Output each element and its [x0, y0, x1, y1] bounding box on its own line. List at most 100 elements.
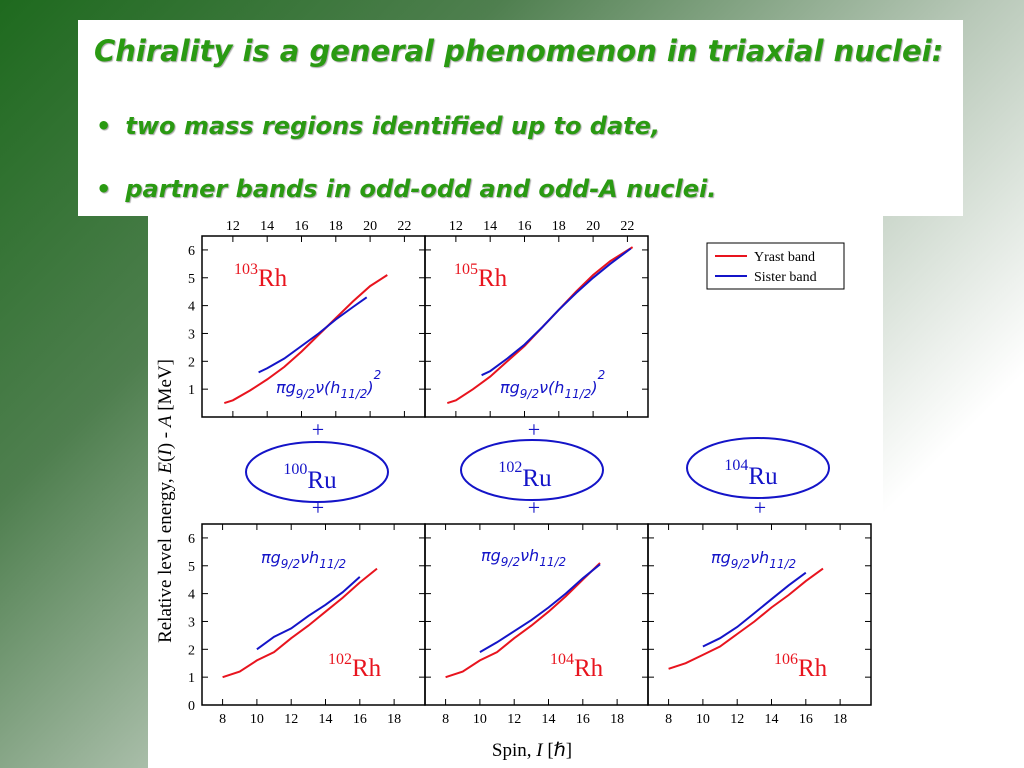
x-tick-label: 8 [219, 712, 226, 727]
core-symbol: Ru [748, 463, 778, 490]
y-tick-label: 2 [188, 643, 195, 658]
y-axis-label-part: [MeV] [155, 359, 176, 415]
sister-band-line [258, 296, 368, 374]
legend-box [706, 242, 845, 290]
nucleus-symbol: Rh [574, 655, 604, 682]
x-axis-label-part: I [535, 740, 544, 761]
configuration-part: ) [590, 378, 597, 397]
yrast-band-line [223, 274, 388, 405]
x-tick-label: 10 [473, 712, 487, 727]
x-tick-label: 18 [552, 219, 566, 234]
x-tick-label: 16 [517, 219, 531, 234]
core-symbol: Ru [307, 467, 337, 494]
x-tick-label: 16 [799, 712, 813, 727]
y-tick-label: 1 [188, 383, 195, 398]
y-tick-label: 4 [188, 588, 195, 603]
configuration-part: 11/2 [340, 387, 367, 401]
configuration-part: 2 [374, 368, 382, 382]
y-tick-label: 6 [188, 532, 195, 547]
y-axis-label-part: ( [155, 456, 176, 462]
x-tick-label: 16 [294, 219, 308, 234]
configuration-part: ) [366, 378, 373, 397]
configuration-part: 11/2 [564, 387, 591, 401]
x-tick-label: 10 [250, 712, 264, 727]
x-tick-label: 14 [542, 712, 556, 727]
core-ellipse [686, 437, 830, 499]
core-label: 100Ru [283, 461, 337, 494]
sister-band-line [481, 247, 632, 377]
x-tick-label: 10 [696, 712, 710, 727]
plus-sign: + [312, 495, 324, 520]
x-tick-label: 20 [363, 219, 377, 234]
core-ellipse [460, 439, 604, 501]
configuration-part: πg [276, 378, 296, 397]
x-tick-label: 12 [449, 219, 463, 234]
configuration-label: πg9/2ν(h11/2)2 [276, 368, 381, 401]
y-tick-label: 6 [188, 244, 195, 259]
nucleus-label: 102Rh [328, 651, 382, 682]
legend-sister-label: Sister band [754, 270, 817, 285]
bullet-dot-icon: • [96, 112, 112, 140]
nucleus-label: 104Rh [550, 651, 604, 682]
x-tick-label: 14 [319, 712, 333, 727]
nucleus-symbol: Rh [478, 265, 508, 292]
legend-yrast-label: Yrast band [754, 250, 815, 265]
bullet-dot-icon: • [96, 175, 112, 203]
y-axis-label-part: ) - [155, 427, 176, 449]
y-tick-label: 2 [188, 355, 195, 370]
core-label: 104Ru [724, 457, 778, 490]
core-104ru: 104Ru [686, 437, 830, 499]
plot-panel-104rh: 8 10 12 14 16 18 104Rh πg9/2νh11/2 [424, 523, 649, 727]
configuration-part: 11/2 [539, 555, 566, 569]
plot-frame [424, 235, 649, 418]
x-tick-label: 20 [586, 219, 600, 234]
nucleus-mass: 105 [454, 261, 478, 278]
plot-frame [647, 523, 872, 706]
y-axis-label-part: Relative level energy, [155, 474, 176, 643]
y-tick-label: 4 [188, 300, 195, 315]
x-tick-label: 22 [620, 219, 634, 234]
legend: Yrast band Sister band [706, 242, 845, 290]
plus-sign: + [528, 495, 540, 520]
configuration-label: πg9/2ν(h11/2)2 [500, 368, 605, 401]
core-symbol: Ru [522, 465, 552, 492]
core-mass: 100 [283, 461, 307, 478]
configuration-part: 9/2 [296, 387, 315, 401]
y-axis-label-part: I [155, 448, 176, 457]
y-axis-label: Relative level energy, E(I) - A [MeV] [155, 359, 176, 643]
y-tick-label: 5 [188, 560, 195, 575]
figure-panel [148, 216, 883, 768]
y-tick-label: 0 [188, 699, 195, 714]
x-tick-label: 14 [483, 219, 497, 234]
x-tick-label: 8 [665, 712, 672, 727]
core-label: 102Ru [498, 459, 552, 492]
configuration-part: πg [261, 548, 281, 567]
nucleus-symbol: Rh [352, 655, 382, 682]
x-tick-label: 8 [442, 712, 449, 727]
x-tick-label: 18 [833, 712, 847, 727]
plus-sign: + [528, 417, 540, 442]
chirality-figure: Relative level energy, E(I) - A [MeV] Sp… [155, 219, 872, 761]
x-tick-label: 12 [507, 712, 521, 727]
plot-panel-105rh: 12 14 16 18 20 22 105Rh πg9/2ν(h11/2)2 [424, 219, 649, 418]
nucleus-symbol: Rh [258, 265, 288, 292]
core-ellipse [245, 441, 389, 503]
nucleus-label: 103Rh [234, 261, 288, 292]
configuration-part: 9/2 [731, 557, 750, 571]
plot-panel-106rh: 8 10 12 14 16 18 106Rh πg9/2νh11/2 [647, 523, 872, 727]
configuration-part: 2 [598, 368, 606, 382]
sister-band-line [702, 571, 807, 648]
nucleus-mass: 103 [234, 261, 258, 278]
y-axis-label-part: A [155, 415, 176, 429]
configuration-part: πg [481, 546, 501, 565]
configuration-part: 9/2 [501, 555, 520, 569]
configuration-part: 11/2 [769, 557, 796, 571]
y-tick-label: 5 [188, 272, 195, 287]
y-tick-label: 3 [188, 327, 195, 342]
configuration-label: πg9/2νh11/2 [481, 546, 566, 569]
bullet-item: • partner bands in odd-odd and odd-A nucl… [96, 175, 716, 203]
x-tick-label: 18 [610, 712, 624, 727]
